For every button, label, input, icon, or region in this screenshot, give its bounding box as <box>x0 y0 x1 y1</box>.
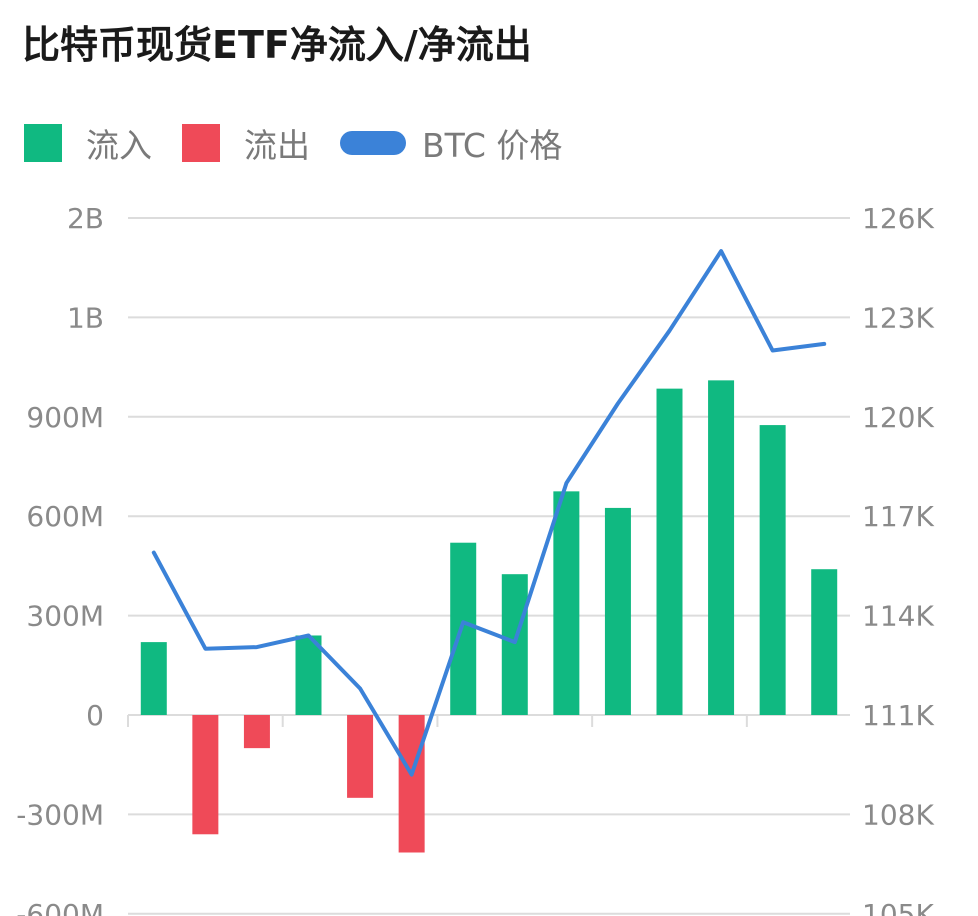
y-right-tick-label: 123K <box>862 301 934 334</box>
bars <box>140 380 838 853</box>
x-axis <box>127 714 850 727</box>
inflow-bar[interactable] <box>501 574 528 715</box>
y-left-tick-label: -600M <box>16 898 104 916</box>
inflow-swatch <box>24 124 62 162</box>
price-swatch <box>340 131 406 155</box>
y-right-tick-labels: 126K 123K 120K 117K 114K 111K 108K 105K <box>862 202 934 916</box>
legend-label-price: BTC 价格 <box>422 126 563 165</box>
y-right-tick-label: 114K <box>862 600 934 633</box>
y-left-tick-label: 300M <box>26 600 104 633</box>
inflow-bar[interactable] <box>140 642 167 715</box>
y-left-tick-label: 600M <box>26 500 104 533</box>
outflow-bar[interactable] <box>347 715 374 798</box>
y-left-tick-label: 900M <box>26 401 104 434</box>
legend-item-price[interactable]: BTC 价格 <box>340 119 562 167</box>
gridlines <box>128 217 850 915</box>
legend-label-outflow: 流出 <box>244 126 310 165</box>
btc-price-line[interactable] <box>151 249 827 777</box>
y-left-tick-label: 1B <box>67 301 104 334</box>
inflow-bar[interactable] <box>450 542 477 715</box>
legend: 流入 流出 BTC 价格 <box>24 118 592 168</box>
outflow-swatch <box>182 124 220 162</box>
legend-label-inflow: 流入 <box>86 126 152 165</box>
legend-item-inflow[interactable]: 流入 <box>24 119 152 167</box>
y-right-tick-label: 117K <box>862 500 934 533</box>
inflow-bar[interactable] <box>656 388 683 715</box>
inflow-bar[interactable] <box>553 491 580 715</box>
legend-item-outflow[interactable]: 流出 <box>182 119 310 167</box>
y-left-tick-label: 2B <box>67 202 104 235</box>
y-left-tick-label: -300M <box>16 798 104 831</box>
outflow-bar[interactable] <box>398 715 425 853</box>
chart-title: 比特币现货ETF净流入/净流出 <box>22 23 532 67</box>
y-right-tick-label: 108K <box>862 798 934 831</box>
y-right-tick-label: 126K <box>862 202 934 235</box>
outflow-bar[interactable] <box>243 715 270 749</box>
inflow-bar[interactable] <box>811 569 838 715</box>
inflow-bar[interactable] <box>604 507 631 715</box>
inflow-bar[interactable] <box>708 380 735 715</box>
y-right-tick-label: 120K <box>862 401 934 434</box>
y-left-tick-label: 0 <box>86 699 104 732</box>
price-line <box>151 249 827 777</box>
inflow-bar[interactable] <box>759 425 786 715</box>
y-right-tick-label: 111K <box>862 699 934 732</box>
inflow-bar[interactable] <box>295 635 322 715</box>
y-left-tick-labels: 2B 1B 900M 600M 300M 0 -300M -600M <box>16 202 104 916</box>
outflow-bar[interactable] <box>192 715 219 835</box>
y-right-tick-label: 105K <box>862 898 934 916</box>
